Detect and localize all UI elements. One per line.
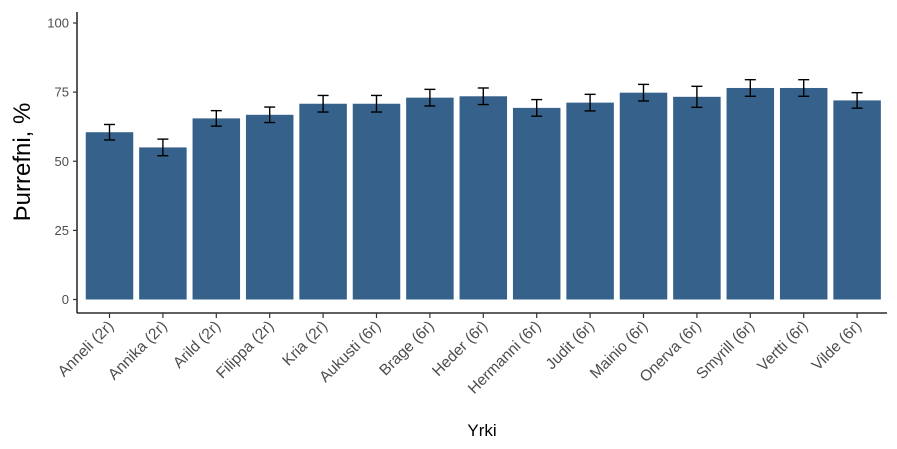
bar — [192, 118, 241, 300]
bar — [566, 102, 614, 300]
error-bar — [477, 87, 489, 106]
error-bar — [104, 123, 115, 141]
error-bar — [157, 138, 169, 157]
bar — [139, 147, 187, 300]
bar — [726, 87, 775, 300]
error-bar — [798, 78, 810, 97]
x-tick-label: Filippa (2r) — [213, 318, 277, 382]
bar — [85, 132, 134, 300]
x-tick-label: Smyrill (6r) — [693, 318, 758, 383]
x-tick-label: Arild (2r) — [170, 318, 224, 372]
bar — [299, 103, 347, 300]
bar — [512, 107, 561, 300]
error-bar — [851, 91, 863, 109]
y-ticks-group: 0 25 50 75 100 — [47, 16, 77, 307]
error-bar — [424, 88, 436, 107]
x-ticks-group: Anneli (2r)Annika (2r) Arild (2r)Filippa … — [55, 313, 865, 397]
bar — [459, 96, 508, 300]
x-axis-title: Yrki — [467, 421, 496, 440]
x-tick-label: Judit (6r) — [543, 318, 598, 373]
bar — [406, 97, 454, 300]
y-axis-title: Þurrefni, % — [9, 103, 36, 222]
bar — [779, 87, 828, 300]
x-tick-label: Brage (6r) — [376, 318, 437, 379]
y-tick-label: 75 — [55, 85, 69, 100]
x-tick-label: Vilde (6r) — [809, 318, 865, 374]
error-bar — [584, 93, 596, 112]
error-bar — [317, 94, 329, 113]
error-bars-group — [104, 78, 863, 157]
error-bar — [264, 106, 276, 124]
error-bar — [371, 94, 382, 113]
bar — [673, 96, 721, 300]
error-bar — [531, 98, 543, 117]
error-bar — [691, 85, 703, 109]
bar — [245, 114, 294, 300]
error-bar — [744, 78, 756, 97]
x-tick-label: Kria (2r) — [279, 318, 331, 370]
y-tick-label: 25 — [55, 223, 69, 238]
y-tick-label: 100 — [47, 16, 69, 31]
bars-group — [85, 87, 881, 300]
bar — [833, 100, 881, 300]
bar — [352, 103, 401, 300]
y-tick-label: 50 — [55, 154, 69, 169]
error-bar — [210, 109, 222, 127]
bar — [619, 92, 668, 300]
y-tick-label: 0 — [62, 292, 69, 307]
error-bar — [638, 83, 649, 102]
x-tick-label: Vertti (6r) — [754, 318, 811, 375]
